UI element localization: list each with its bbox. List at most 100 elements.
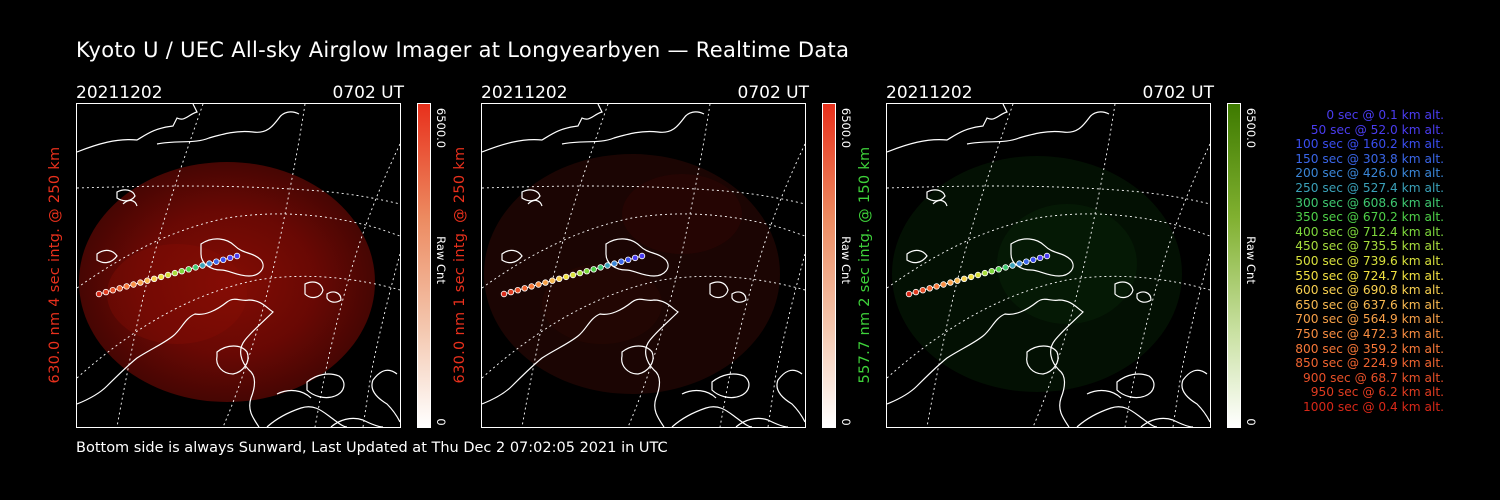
- trajectory-point: [528, 283, 535, 290]
- trajectory-point: [995, 266, 1002, 273]
- legend-entry: 250 sec @ 527.4 km alt.: [1295, 180, 1444, 195]
- trajectory-point: [555, 275, 563, 282]
- trajectory-point: [1002, 264, 1009, 271]
- trajectory-point: [226, 254, 234, 262]
- page-title: Kyoto U / UEC All-sky Airglow Imager at …: [76, 38, 850, 62]
- trajectory-point: [219, 256, 227, 263]
- trajectory-point: [1043, 252, 1051, 260]
- trajectory-point: [199, 262, 206, 269]
- trajectory-point: [933, 283, 940, 290]
- panel-date: 20211202: [886, 83, 973, 103]
- allsky-image: [886, 103, 1211, 428]
- legend-entry: 500 sec @ 739.6 km alt.: [1295, 253, 1444, 268]
- panel-557-2sec: 20211202 0702 UT 557.7 nm 2 sec intg. @ …: [857, 80, 1296, 440]
- trajectory-point: [1036, 254, 1044, 262]
- trajectory-point: [102, 288, 110, 296]
- trajectory-point: [638, 252, 646, 260]
- panel-ylabel: 557.7 nm 2 sec intg. @ 150 km: [854, 103, 876, 426]
- legend-entry: 50 sec @ 52.0 km alt.: [1310, 122, 1444, 137]
- trajectory-point: [157, 273, 165, 281]
- legend-entry: 1000 sec @ 0.4 km alt.: [1303, 399, 1444, 414]
- trajectory-point: [974, 271, 982, 279]
- panel-date: 20211202: [481, 83, 568, 103]
- legend-entry: 700 sec @ 564.9 km alt.: [1295, 312, 1444, 327]
- trajectory-point: [576, 269, 584, 277]
- trajectory-point: [123, 283, 130, 290]
- trajectory-point: [1016, 260, 1023, 267]
- legend-entry: 950 sec @ 6.2 km alt.: [1310, 385, 1444, 400]
- trajectory-point: [535, 281, 542, 288]
- legend-entry: 800 sec @ 359.2 km alt.: [1295, 341, 1444, 356]
- colorbar-min: 0: [839, 418, 853, 426]
- colorbar-max: 6500.0: [839, 107, 853, 149]
- panel-ylabel: 630.0 nm 4 sec intg. @ 250 km: [44, 103, 66, 426]
- trajectory-point: [1009, 262, 1016, 269]
- trajectory-point: [919, 286, 926, 294]
- panel-ylabel-text: 630.0 nm 4 sec intg. @ 250 km: [47, 146, 63, 383]
- trajectory-point: [116, 285, 123, 292]
- trajectory-point: [569, 271, 577, 279]
- panel-time: 0702 UT: [1142, 83, 1215, 103]
- colorbar-label: Raw Cnt: [1244, 236, 1258, 284]
- panel-ylabel-text: 630.0 nm 1 sec intg. @ 250 km: [452, 146, 468, 383]
- trajectory-point: [144, 277, 151, 284]
- trajectory-point: [213, 258, 220, 265]
- trajectory-point: [988, 267, 995, 275]
- trajectory-point: [185, 266, 192, 273]
- trajectory-point: [164, 271, 172, 279]
- trajectory-point: [1023, 258, 1030, 265]
- trajectory-point: [926, 285, 933, 292]
- trajectory-point: [597, 264, 604, 271]
- colorbar-max: 6500.0: [434, 107, 448, 149]
- panel-ylabel: 630.0 nm 1 sec intg. @ 250 km: [449, 103, 471, 426]
- trajectory-point: [631, 254, 639, 262]
- trajectory-point: [507, 288, 515, 296]
- colorbar-min: 0: [434, 418, 448, 426]
- panel-630-1sec: 20211202 0702 UT 630.0 nm 1 sec intg. @ …: [452, 80, 891, 440]
- trajectory-point: [206, 260, 213, 267]
- trajectory-point: [981, 269, 989, 277]
- colorbar-label: Raw Cnt: [839, 236, 853, 284]
- legend-entry: 650 sec @ 637.6 km alt.: [1295, 297, 1444, 312]
- panel-time: 0702 UT: [737, 83, 810, 103]
- colorbar-max: 6500.0: [1244, 107, 1258, 149]
- trajectory-point: [542, 279, 549, 286]
- panel-time: 0702 UT: [332, 83, 405, 103]
- trajectory-point: [95, 290, 103, 298]
- panel-630-4sec: 20211202 0702 UT 630.0 nm 4 sec intg. @ …: [47, 80, 486, 440]
- panel-ylabel-text: 557.7 nm 2 sec intg. @ 150 km: [857, 146, 873, 383]
- legend-entry: 550 sec @ 724.7 km alt.: [1295, 268, 1444, 283]
- trajectory-point: [549, 277, 556, 284]
- legend-entry: 100 sec @ 160.2 km alt.: [1295, 137, 1444, 152]
- allsky-image: [76, 103, 401, 428]
- legend-entry: 150 sec @ 303.8 km alt.: [1295, 151, 1444, 166]
- panel-date: 20211202: [76, 83, 163, 103]
- colorbar: [417, 103, 431, 428]
- trajectory-point: [590, 266, 597, 273]
- trajectory-point: [150, 275, 158, 282]
- trajectory-point: [109, 286, 116, 294]
- trajectory-point: [233, 252, 241, 260]
- colorbar-label: Raw Cnt: [434, 236, 448, 284]
- trajectory-point: [192, 264, 199, 271]
- trajectory-point: [514, 286, 521, 294]
- trajectory-point: [947, 279, 954, 286]
- trajectory-point: [912, 288, 920, 296]
- trajectory-point: [583, 267, 590, 275]
- trajectory-point: [611, 260, 618, 267]
- trajectory-legend: 0 sec @ 0.1 km alt. 50 sec @ 52.0 km alt.…: [1258, 108, 1444, 414]
- legend-entry: 0 sec @ 0.1 km alt.: [1326, 108, 1444, 122]
- legend-entry: 600 sec @ 690.8 km alt.: [1295, 283, 1444, 298]
- trajectory-point: [1029, 256, 1037, 263]
- trajectory-point: [960, 275, 968, 282]
- legend-entry: 200 sec @ 426.0 km alt.: [1295, 166, 1444, 181]
- trajectory-point: [521, 285, 528, 292]
- legend-entry: 300 sec @ 608.6 km alt.: [1295, 195, 1444, 210]
- trajectory-point: [618, 258, 625, 265]
- legend-entry: 450 sec @ 735.5 km alt.: [1295, 239, 1444, 254]
- legend-entry: 900 sec @ 68.7 km alt.: [1303, 370, 1444, 385]
- trajectory-point: [954, 277, 961, 284]
- footer-note: Bottom side is always Sunward, Last Upda…: [76, 440, 668, 456]
- trajectory-point: [624, 256, 632, 263]
- legend-entry: 350 sec @ 670.2 km alt.: [1295, 210, 1444, 225]
